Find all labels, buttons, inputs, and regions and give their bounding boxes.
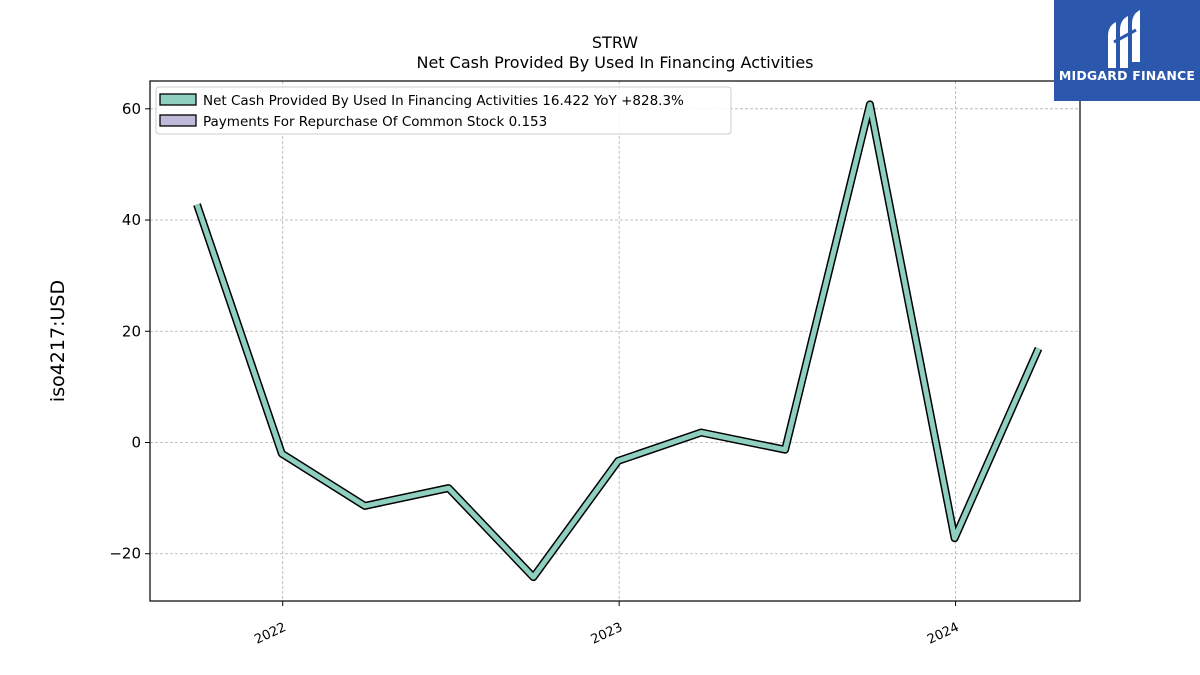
legend-entry-net-cash: Net Cash Provided By Used In Financing A… xyxy=(203,93,684,109)
legend-box xyxy=(155,86,732,135)
brand-logo: MIDGARD FINANCE xyxy=(1054,0,1200,101)
grid-lines xyxy=(150,81,1080,601)
y-tick-label: 60 xyxy=(122,100,141,118)
axis-ticks: −20 0 20 40 60 2022 2023 2024 xyxy=(109,100,961,648)
y-tick-label: 40 xyxy=(122,211,141,229)
logo-mark-icon xyxy=(1108,10,1140,68)
y-tick-label: 0 xyxy=(131,433,141,451)
x-tick-label: 2024 xyxy=(925,620,961,648)
series-lines xyxy=(193,100,1043,582)
chart-title: STRW xyxy=(592,33,638,52)
plot-area-frame xyxy=(149,80,1081,602)
series-line-outline xyxy=(193,100,1043,582)
logo-text: MIDGARD FINANCE xyxy=(1058,68,1196,83)
legend-swatch-net-cash xyxy=(159,93,197,106)
chart-subtitle: Net Cash Provided By Used In Financing A… xyxy=(416,53,813,72)
y-axis-label: iso4217:USD xyxy=(47,280,69,402)
legend-entry-repurchase: Payments For Repurchase Of Common Stock … xyxy=(203,114,547,130)
x-tick-label: 2023 xyxy=(589,620,625,648)
legend: Net Cash Provided By Used In Financing A… xyxy=(155,86,732,135)
y-tick-label: −20 xyxy=(109,545,141,563)
legend-swatch-repurchase xyxy=(159,114,197,127)
x-tick-label: 2022 xyxy=(252,620,288,648)
y-tick-label: 20 xyxy=(122,322,141,340)
